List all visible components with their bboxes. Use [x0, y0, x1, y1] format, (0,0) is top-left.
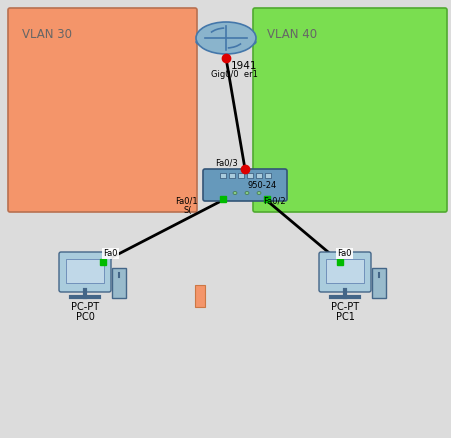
Text: PC-PT: PC-PT: [71, 302, 99, 312]
Text: VLAN 40: VLAN 40: [267, 28, 317, 41]
Bar: [256, 173, 262, 178]
Ellipse shape: [245, 191, 249, 194]
Bar: [112, 268, 126, 298]
Text: PC0: PC0: [76, 312, 94, 322]
Text: Fa0/2: Fa0/2: [263, 197, 285, 206]
Text: S(: S(: [183, 206, 192, 215]
Ellipse shape: [196, 36, 256, 48]
Ellipse shape: [196, 22, 256, 54]
Text: VLAN 30: VLAN 30: [22, 28, 72, 41]
Text: PC1: PC1: [336, 312, 354, 322]
Text: Fa0: Fa0: [103, 249, 118, 258]
Ellipse shape: [233, 191, 237, 194]
Text: Fa0/1: Fa0/1: [175, 197, 198, 206]
Text: PC-PT: PC-PT: [331, 302, 359, 312]
Text: Gig0/0  er1: Gig0/0 er1: [211, 70, 258, 79]
Bar: [326, 259, 364, 283]
Bar: [220, 173, 226, 178]
Text: Fa0: Fa0: [337, 249, 351, 258]
Text: 1941: 1941: [231, 61, 258, 71]
FancyBboxPatch shape: [8, 8, 197, 212]
Bar: [66, 259, 104, 283]
FancyBboxPatch shape: [203, 169, 287, 201]
Bar: [372, 268, 386, 298]
Text: 950-24: 950-24: [247, 181, 276, 190]
FancyBboxPatch shape: [59, 252, 111, 292]
FancyBboxPatch shape: [319, 252, 371, 292]
Bar: [229, 173, 235, 178]
Text: Fa0/3: Fa0/3: [215, 158, 238, 167]
Bar: [247, 173, 253, 178]
Bar: [265, 173, 271, 178]
Bar: [195, 285, 205, 307]
FancyBboxPatch shape: [253, 8, 447, 212]
Ellipse shape: [257, 191, 261, 194]
Bar: [238, 173, 244, 178]
